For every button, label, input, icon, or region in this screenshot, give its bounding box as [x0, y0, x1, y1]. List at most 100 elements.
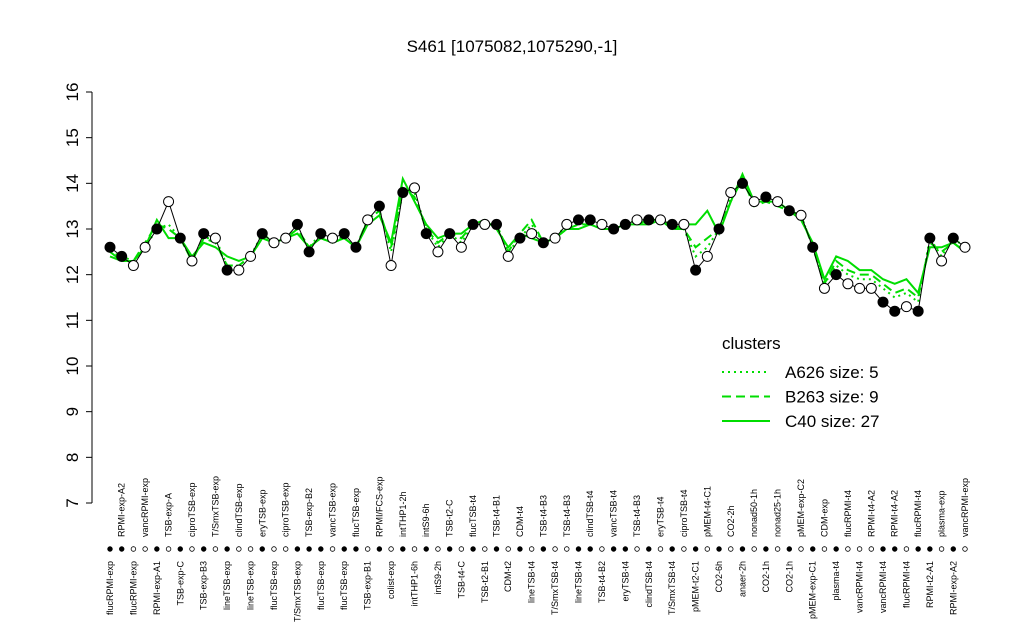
point — [936, 255, 948, 267]
rug-dot — [938, 546, 945, 552]
x-tick-label: lineTSB-exp — [246, 561, 256, 610]
rug-dot — [107, 546, 113, 552]
rug-dot — [821, 546, 828, 552]
x-tick-label: TSB-exp-B2 — [304, 488, 314, 537]
point — [444, 228, 456, 240]
y-tick-label: 15 — [63, 128, 82, 147]
rug-dot — [739, 546, 746, 552]
point — [514, 232, 526, 244]
x-tick-label: lineTSB-exp — [222, 561, 232, 610]
rug-dot — [189, 546, 195, 552]
point — [678, 218, 690, 230]
rug-dot — [728, 546, 734, 552]
x-tick-label: lineTSB-t4 — [527, 561, 537, 603]
point — [830, 269, 842, 281]
point — [596, 218, 608, 230]
point — [924, 232, 936, 244]
point — [127, 260, 139, 272]
rug-dot — [856, 546, 863, 552]
point — [151, 223, 163, 235]
rug-dot — [540, 546, 547, 552]
point — [104, 241, 116, 253]
x-tick-label: RPMI-exp-A2 — [117, 483, 127, 537]
point — [631, 214, 643, 226]
rug-dot — [470, 546, 476, 552]
x-tick-label: eryTSB-exp — [257, 489, 267, 537]
x-tick-label: flucRPMI-exp — [105, 561, 115, 615]
point — [467, 218, 479, 230]
point — [537, 237, 549, 249]
x-tick-label: CO2-6h — [714, 561, 724, 593]
x-tick-label: vancRPMI-t4 — [878, 561, 888, 613]
y-tick-label: 7 — [63, 498, 82, 507]
point — [163, 196, 175, 208]
x-tick-label: flucRPMI-t4 — [901, 561, 911, 608]
point — [701, 250, 713, 262]
rug-dot — [927, 546, 933, 552]
y-tick-label: 8 — [63, 453, 82, 462]
point — [420, 228, 432, 240]
point — [303, 246, 315, 258]
x-tick-label: clindTSB-exp — [234, 483, 244, 537]
rug-dot — [681, 546, 687, 552]
rug-dot — [786, 546, 793, 552]
point — [174, 232, 186, 244]
x-tick-label: T/SmxTSB-t4 — [667, 561, 677, 615]
legend-label: B263 size: 9 — [785, 388, 879, 407]
point — [409, 182, 421, 194]
point — [233, 264, 245, 276]
rug-dot — [669, 546, 675, 552]
point — [959, 241, 971, 253]
x-tick-label: clindTSB-t4 — [644, 561, 654, 608]
x-tick-label: flucRPMI-t4 — [843, 490, 853, 537]
rug-dot — [411, 546, 418, 552]
rug-dot — [177, 546, 183, 552]
point — [912, 305, 924, 317]
x-tick-label: RPMI-t2-A1 — [925, 561, 935, 608]
x-tick-label: flucTSB-exp — [269, 561, 279, 610]
point — [221, 264, 233, 276]
point — [666, 218, 678, 230]
point — [584, 214, 596, 226]
rug-dot — [950, 546, 956, 552]
rug-dot — [903, 546, 910, 552]
rug-dot — [200, 546, 207, 552]
profile-line — [109, 182, 966, 312]
point — [432, 246, 444, 258]
x-tick-label: pMEM-t2-C1 — [691, 561, 701, 612]
rug-dot — [446, 546, 453, 552]
x-tick-label: CO2-1h — [784, 561, 794, 593]
point — [561, 218, 573, 230]
x-tick-label: TSB-exp-A — [164, 493, 174, 537]
point — [139, 241, 151, 253]
x-tick-label: flucRPMI-t4 — [913, 490, 923, 537]
rug-dot — [271, 546, 277, 552]
x-tick-label: vancRPMI-exp — [140, 478, 150, 537]
point — [748, 196, 760, 208]
x-tick-label: anaer-2h — [737, 561, 747, 597]
x-tick-label: TSB-t4-B2 — [597, 561, 607, 603]
x-tick-label: pMEM-t4-C1 — [702, 486, 712, 537]
rug-dot — [704, 546, 711, 552]
rug-dot — [165, 546, 172, 552]
point — [327, 232, 339, 244]
rug-dot — [798, 546, 804, 552]
x-tick-label: flucTSB-exp — [316, 561, 326, 610]
rug-dot — [845, 546, 851, 552]
rug-dot — [575, 546, 582, 552]
x-tick-label: plasma-t4 — [831, 561, 841, 601]
rug-dot — [142, 546, 148, 552]
x-tick-label: CO2-2h — [726, 505, 736, 537]
rug-dot — [892, 546, 898, 552]
x-tick-label: flucTSB-exp — [339, 561, 349, 610]
rug-dot — [810, 546, 816, 552]
x-tick-label: TSB-exp-B1 — [363, 561, 373, 610]
point — [268, 237, 280, 249]
x-tick-label: TSB-t4-B3 — [632, 495, 642, 537]
rug-dot — [329, 546, 336, 552]
point — [608, 223, 620, 235]
rug-dot — [341, 546, 347, 552]
x-tick-label: lineTSB-t4 — [573, 561, 583, 603]
x-tick-label: nonad25-1h — [773, 489, 783, 537]
x-tick-label: intS9-6h — [421, 503, 431, 537]
